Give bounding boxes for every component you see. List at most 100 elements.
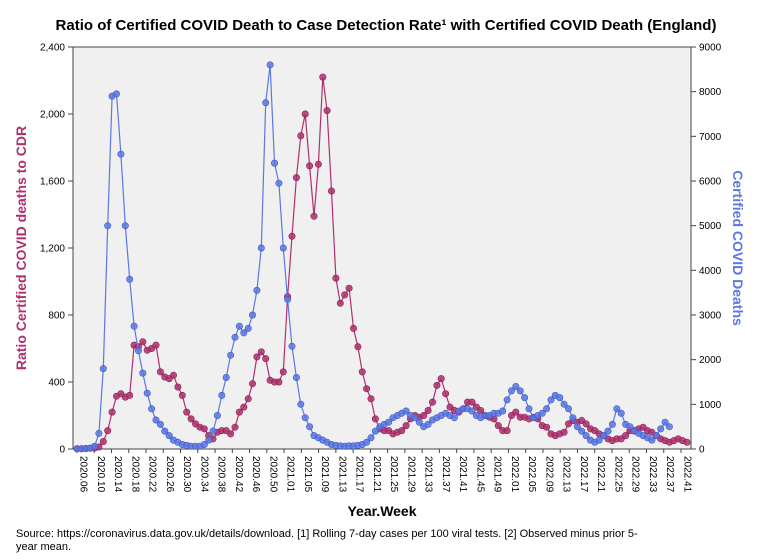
deaths-point <box>126 275 134 283</box>
deaths-point <box>113 90 121 98</box>
x-tick-label: 2022.33 <box>647 456 658 493</box>
x-tick-label: 2021.49 <box>492 456 503 493</box>
ratio-point <box>512 408 520 416</box>
x-tick-label: 2021.05 <box>302 456 313 493</box>
x-tick-label: 2022.17 <box>578 456 589 493</box>
ratio-point <box>323 107 331 115</box>
deaths-point <box>560 400 568 408</box>
deaths-point <box>218 391 226 399</box>
deaths-point <box>284 295 292 303</box>
right-tick-label: 0 <box>699 445 705 456</box>
deaths-point <box>547 396 555 404</box>
deaths-point <box>209 427 217 435</box>
deaths-point <box>301 414 309 422</box>
plot-area <box>72 46 692 450</box>
x-tick-label: 2022.29 <box>630 456 641 493</box>
deaths-point <box>152 416 160 424</box>
right-axis-ticks: 0 1000 2000 3000 4000 5000 6000 7000 8000 9000 <box>691 43 722 456</box>
left-tick-label: 1,200 <box>40 244 65 255</box>
deaths-point <box>91 442 99 450</box>
series-layer <box>73 61 691 453</box>
ratio-point <box>319 73 327 81</box>
deaths-point <box>600 432 608 440</box>
ratio-point <box>310 212 318 220</box>
x-tick-label: 2021.21 <box>371 456 382 493</box>
ratio-point <box>126 391 134 399</box>
ratio-point <box>503 427 511 435</box>
deaths-point <box>626 423 634 431</box>
deaths-point <box>306 423 314 431</box>
deaths-point <box>582 432 590 440</box>
left-tick-label: 2,400 <box>40 43 65 54</box>
x-tick-label: 2022.25 <box>612 456 623 493</box>
left-axis-title: Ratio Certified COVID deaths to CDR <box>13 126 29 370</box>
ratio-point <box>349 324 357 332</box>
deaths-point <box>617 409 625 417</box>
deaths-point <box>275 179 283 187</box>
deaths-point <box>235 322 243 330</box>
deaths-point <box>99 365 107 373</box>
ratio-point <box>178 391 186 399</box>
deaths-point <box>104 222 112 230</box>
x-tick-label: 2020.46 <box>250 456 261 493</box>
left-tick-label: 2,000 <box>40 110 65 121</box>
deaths-point <box>148 405 156 413</box>
deaths-point <box>525 405 533 413</box>
deaths-point <box>648 436 656 444</box>
chart-title: Ratio of Certified COVID Death to Case D… <box>56 17 717 34</box>
right-tick-label: 9000 <box>699 43 722 54</box>
x-tick-label: 2022.09 <box>543 456 554 493</box>
x-tick-label: 2022.37 <box>664 456 675 493</box>
deaths-point <box>266 61 274 69</box>
ratio-point <box>494 422 502 430</box>
ratio-point <box>327 187 335 195</box>
x-tick-label: 2021.17 <box>354 456 365 493</box>
deaths-point <box>512 382 520 390</box>
deaths-point <box>608 420 616 428</box>
deaths-point <box>134 347 142 355</box>
deaths-point <box>279 244 287 252</box>
deaths-point <box>507 387 515 395</box>
deaths-point <box>503 396 511 404</box>
ratio-point <box>99 437 107 445</box>
x-tick-label: 2022.21 <box>595 456 606 493</box>
deaths-point <box>578 427 586 435</box>
deaths-point <box>156 420 164 428</box>
deaths-point <box>652 432 660 440</box>
ratio-point <box>174 383 182 391</box>
deaths-point <box>661 418 669 426</box>
deaths-point <box>543 405 551 413</box>
x-tick-label: 2022.01 <box>509 456 520 493</box>
x-tick-label: 2021.13 <box>336 456 347 493</box>
deaths-point <box>161 427 169 435</box>
deaths-point <box>270 159 278 167</box>
ratio-point <box>170 371 178 379</box>
ratio-point <box>200 425 208 433</box>
footnote: Source: https://coronavirus.data.gov.uk/… <box>16 528 638 540</box>
x-tick-label: 2020.30 <box>181 456 192 493</box>
ratio-point <box>683 438 691 446</box>
x-tick-label: 2022.05 <box>526 456 537 493</box>
ratio-point <box>371 415 379 423</box>
right-tick-label: 5000 <box>699 221 722 232</box>
ratio-point <box>152 341 160 349</box>
deaths-point <box>297 400 305 408</box>
right-tick-label: 3000 <box>699 311 722 322</box>
x-tick-label: 2021.33 <box>423 456 434 493</box>
x-tick-label: 2021.25 <box>388 456 399 493</box>
ratio-point <box>314 160 322 168</box>
ratio-point <box>437 375 445 383</box>
deaths-point <box>231 333 239 341</box>
ratio-point <box>543 423 551 431</box>
footnote-line-2: year mean. <box>16 541 71 553</box>
x-axis-ticks: 2020.06 2020.10 2020.14 2020.18 2020.22 2020.… <box>76 449 693 493</box>
deaths-point <box>262 99 270 107</box>
ratio-point <box>235 408 243 416</box>
deaths-point <box>222 373 230 381</box>
deaths-point <box>165 432 173 440</box>
ratio-point <box>257 348 265 356</box>
x-tick-label: 2022.41 <box>682 456 693 493</box>
deaths-point <box>121 222 129 230</box>
deaths-point <box>424 420 432 428</box>
